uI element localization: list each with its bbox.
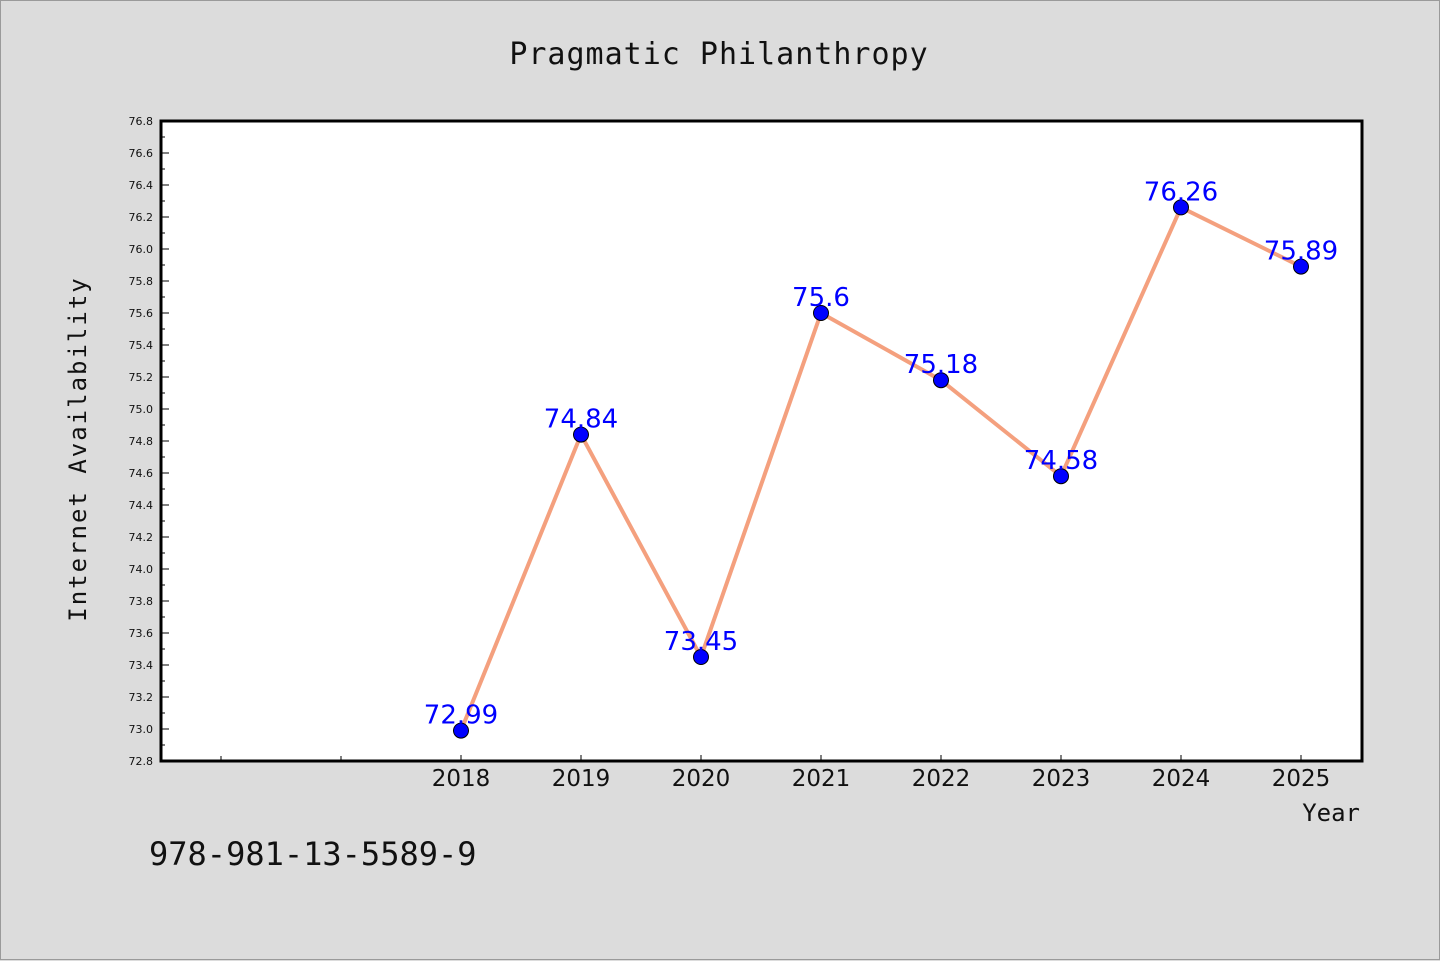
x-axis: 2018 2019 2020 2021 2022 2023 2024 2025 [220, 755, 1331, 792]
y-tick-label: 76.2 [129, 211, 154, 224]
series-group: 72.99 74.84 73.45 75.6 75.18 74.58 76.26 75.89 [424, 177, 1338, 739]
x-tick-label: 2020 [672, 766, 731, 792]
y-tick-label: 76.0 [129, 243, 154, 256]
plot-area [159, 119, 1364, 763]
y-tick-label: 73.8 [129, 595, 154, 608]
x-tick-label: 2019 [552, 766, 611, 792]
y-axis-label: Internet Availability [64, 276, 92, 621]
y-tick-label: 75.2 [129, 371, 154, 384]
isbn-label: 978-981-13-5589-9 [149, 835, 477, 873]
y-tick-label: 74.4 [129, 499, 154, 512]
y-tick-label: 74.6 [129, 467, 154, 480]
data-label: 74.58 [1024, 446, 1098, 476]
data-label: 73.45 [664, 627, 738, 657]
y-tick-label: 75.8 [129, 275, 154, 288]
x-tick-label: 2022 [912, 766, 971, 792]
y-tick-label: 76.8 [129, 115, 154, 128]
y-axis: 72.8 73.0 73.2 73.4 73.6 73.8 74.0 74.2 74.4 74.6… [129, 115, 169, 768]
x-tick-label: 2024 [1152, 766, 1211, 792]
x-tick-label: 2023 [1032, 766, 1091, 792]
data-point [693, 649, 709, 665]
data-point [933, 372, 949, 389]
data-label: 75.18 [904, 350, 978, 380]
y-tick-label: 75.0 [129, 403, 154, 416]
y-tick-label: 74.8 [129, 435, 154, 448]
data-label: 72.99 [424, 701, 498, 731]
data-point [1293, 258, 1309, 275]
y-tick-label: 75.4 [129, 339, 154, 352]
y-tick-label: 73.6 [129, 627, 154, 640]
data-label: 74.84 [544, 405, 618, 435]
data-point [453, 722, 469, 739]
y-tick-label: 73.4 [129, 659, 154, 672]
data-point [813, 305, 829, 321]
data-label: 76.26 [1144, 177, 1218, 207]
x-tick-label: 2025 [1272, 766, 1331, 792]
y-tick-label: 75.6 [129, 307, 154, 320]
x-axis-label: Year [1302, 799, 1360, 827]
y-tick-label: 73.0 [129, 723, 154, 736]
data-point [573, 426, 589, 443]
y-tick-label: 74.2 [129, 531, 154, 544]
data-point [1053, 468, 1069, 485]
y-tick-label: 72.8 [129, 755, 154, 768]
data-point [1173, 199, 1189, 216]
y-tick-label: 76.6 [129, 147, 154, 160]
data-label: 75.89 [1264, 237, 1338, 267]
chart-title: Pragmatic Philanthropy [509, 37, 928, 72]
data-label: 75.6 [792, 283, 850, 313]
y-tick-label: 76.4 [129, 179, 154, 192]
y-tick-label: 73.2 [129, 691, 154, 704]
series-line [459, 205, 1302, 732]
y-tick-label: 74.0 [129, 563, 154, 576]
x-tick-label: 2018 [432, 766, 491, 792]
x-tick-label: 2021 [792, 766, 851, 792]
